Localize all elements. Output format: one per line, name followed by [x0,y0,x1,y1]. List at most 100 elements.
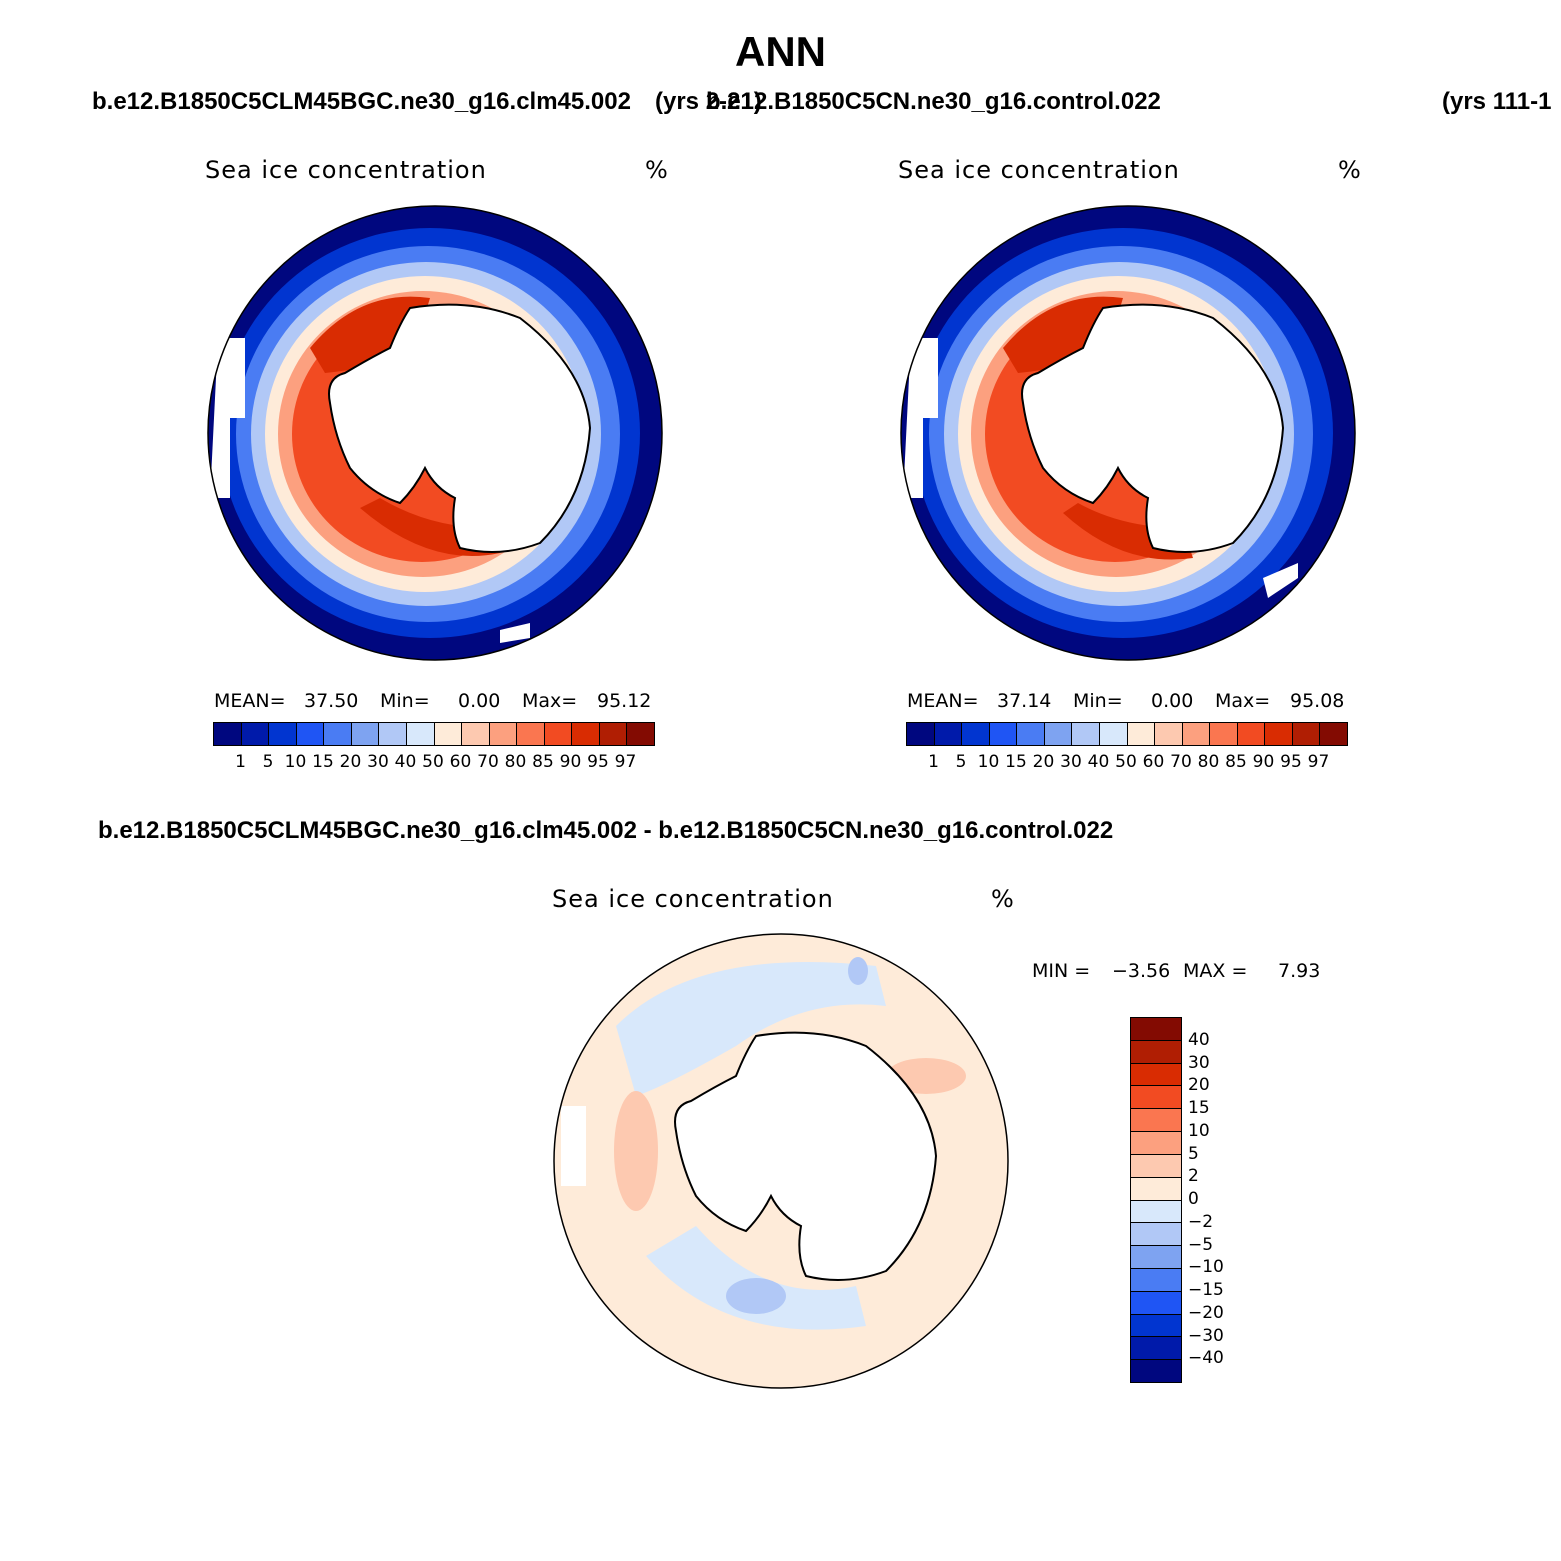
diff-colorbar-swatch [1131,1200,1181,1224]
colorbar-tick-label: 15 [312,752,334,772]
colorbar-tick-label: 50 [1115,752,1137,772]
colorbar-tick-label: 20 [339,752,362,772]
diff-colorbar-tick-label: −2 [1188,1211,1214,1232]
colorbar-swatch [517,723,545,745]
colorbar-swatch [599,723,628,745]
diff-colorbar-swatch [1131,1063,1181,1087]
years-left-label: (yrs 2-21) [655,88,762,115]
case-right-label: b.e12.B1850C5CN.ne30_g16.control.022 [706,88,1161,115]
colorbar-tick-label: 70 [1170,752,1192,772]
colorbar-tick-label: 60 [449,752,472,772]
colorbar-tick-label: 20 [1032,752,1055,772]
colorbar-swatch [379,723,407,745]
diff-colorbar-tick-label: −10 [1188,1257,1224,1278]
colorbar-swatch [1237,723,1266,745]
panel1-colorbar-ticks: 1 5 10 15 20 30 40 50 60 70 80 85 90 95 97 [213,752,653,774]
diff-colorbar-swatch [1131,1086,1181,1110]
colorbar-swatch [351,723,380,745]
colorbar-swatch [989,723,1018,745]
colorbar-swatch [1320,723,1347,745]
colorbar-swatch [1017,723,1045,745]
colorbar-swatch [434,723,463,745]
diff-max-value: 7.93 [1278,960,1321,982]
colorbar-tick-label: 1 [235,752,246,772]
diff-colorbar-swatch [1131,1360,1181,1382]
colorbar-swatch [1292,723,1321,745]
panel1-mean-value: 37.50 [304,690,359,712]
colorbar-swatch [269,723,297,745]
panel1-title: Sea ice concentration [205,156,487,184]
diff-colorbar-swatch [1131,1337,1181,1361]
colorbar-swatch [1127,723,1156,745]
colorbar-tick-label: 85 [1225,752,1247,772]
panel2-min-value: 0.00 [1151,690,1194,712]
colorbar-tick-label: 97 [614,752,637,772]
colorbar-tick-label: 80 [504,752,527,772]
diff-colorbar-tick-label: −30 [1188,1325,1224,1346]
colorbar-tick-label: 50 [422,752,444,772]
colorbar-swatch [1044,723,1073,745]
diff-colorbar-swatch [1131,1040,1181,1064]
panel1-min-value: 0.00 [458,690,501,712]
colorbar-tick-label: 40 [394,752,417,772]
diff-colorbar-swatch [1131,1223,1181,1247]
colorbar-swatch [406,723,435,745]
colorbar-swatch [214,723,242,745]
diff-colorbar-swatch [1131,1314,1181,1338]
colorbar-swatch [962,723,990,745]
colorbar-tick-label: 90 [1252,752,1275,772]
colorbar-swatch [1182,723,1211,745]
colorbar-tick-label: 90 [559,752,582,772]
diff-colorbar-swatch [1131,1132,1181,1155]
panel2-mean-label: MEAN= [907,690,979,712]
panel2-colorbar [906,722,1348,746]
panel1-colorbar [213,722,655,746]
colorbar-tick-label: 85 [532,752,554,772]
panel1-max-value: 95.12 [597,690,652,712]
panel2-max-value: 95.08 [1290,690,1345,712]
years-right-label: (yrs 111-1 [1442,88,1552,115]
colorbar-swatch [1155,723,1183,745]
colorbar-swatch [544,723,573,745]
panel2-mean-value: 37.14 [997,690,1052,712]
diff-map [553,933,1009,1389]
panel2-units: % [1338,156,1362,184]
diff-colorbar-tick-label: 20 [1188,1075,1210,1096]
colorbar-swatch [1210,723,1238,745]
diff-colorbar-swatch [1131,1268,1181,1292]
colorbar-tick-label: 60 [1142,752,1165,772]
diff-colorbar-tick-label: 0 [1188,1189,1199,1209]
diff-units: % [991,885,1015,913]
panel2-map [900,205,1356,661]
panel2-title: Sea ice concentration [898,156,1180,184]
diff-max-label: MAX = [1183,960,1248,982]
diff-min-label: MIN = [1032,960,1091,982]
diff-colorbar-tick-label: −5 [1188,1234,1214,1255]
diff-colorbar-swatch [1131,1246,1181,1269]
diff-min-value: −3.56 [1112,960,1171,982]
colorbar-tick-label: 40 [1087,752,1110,772]
diff-colorbar-swatch [1131,1291,1181,1315]
diff-colorbar-tick-label: 15 [1188,1098,1210,1118]
colorbar-swatch [907,723,935,745]
diff-header: b.e12.B1850C5CLM45BGC.ne30_g16.clm45.002… [98,817,1114,844]
colorbar-swatch [241,723,270,745]
colorbar-tick-label: 10 [284,752,307,772]
diff-colorbar-tick-label: 2 [1188,1166,1199,1187]
diff-title: Sea ice concentration [552,885,834,913]
colorbar-tick-label: 70 [477,752,499,772]
colorbar-swatch [296,723,325,745]
colorbar-swatch [572,723,600,745]
panel1-units: % [645,156,669,184]
season-title: ANN [735,28,826,75]
panel1-map [207,205,663,661]
colorbar-swatch [462,723,490,745]
diff-colorbar-tick-label: 5 [1188,1143,1199,1164]
colorbar-tick-label: 10 [977,752,1000,772]
colorbar-tick-label: 30 [1060,752,1082,772]
diff-colorbar-tick-label: −40 [1188,1348,1224,1369]
colorbar-tick-label: 95 [1280,752,1302,772]
panel2-min-label: Min= [1073,690,1123,712]
colorbar-tick-label: 95 [587,752,609,772]
diff-colorbar-swatch [1131,1177,1181,1201]
